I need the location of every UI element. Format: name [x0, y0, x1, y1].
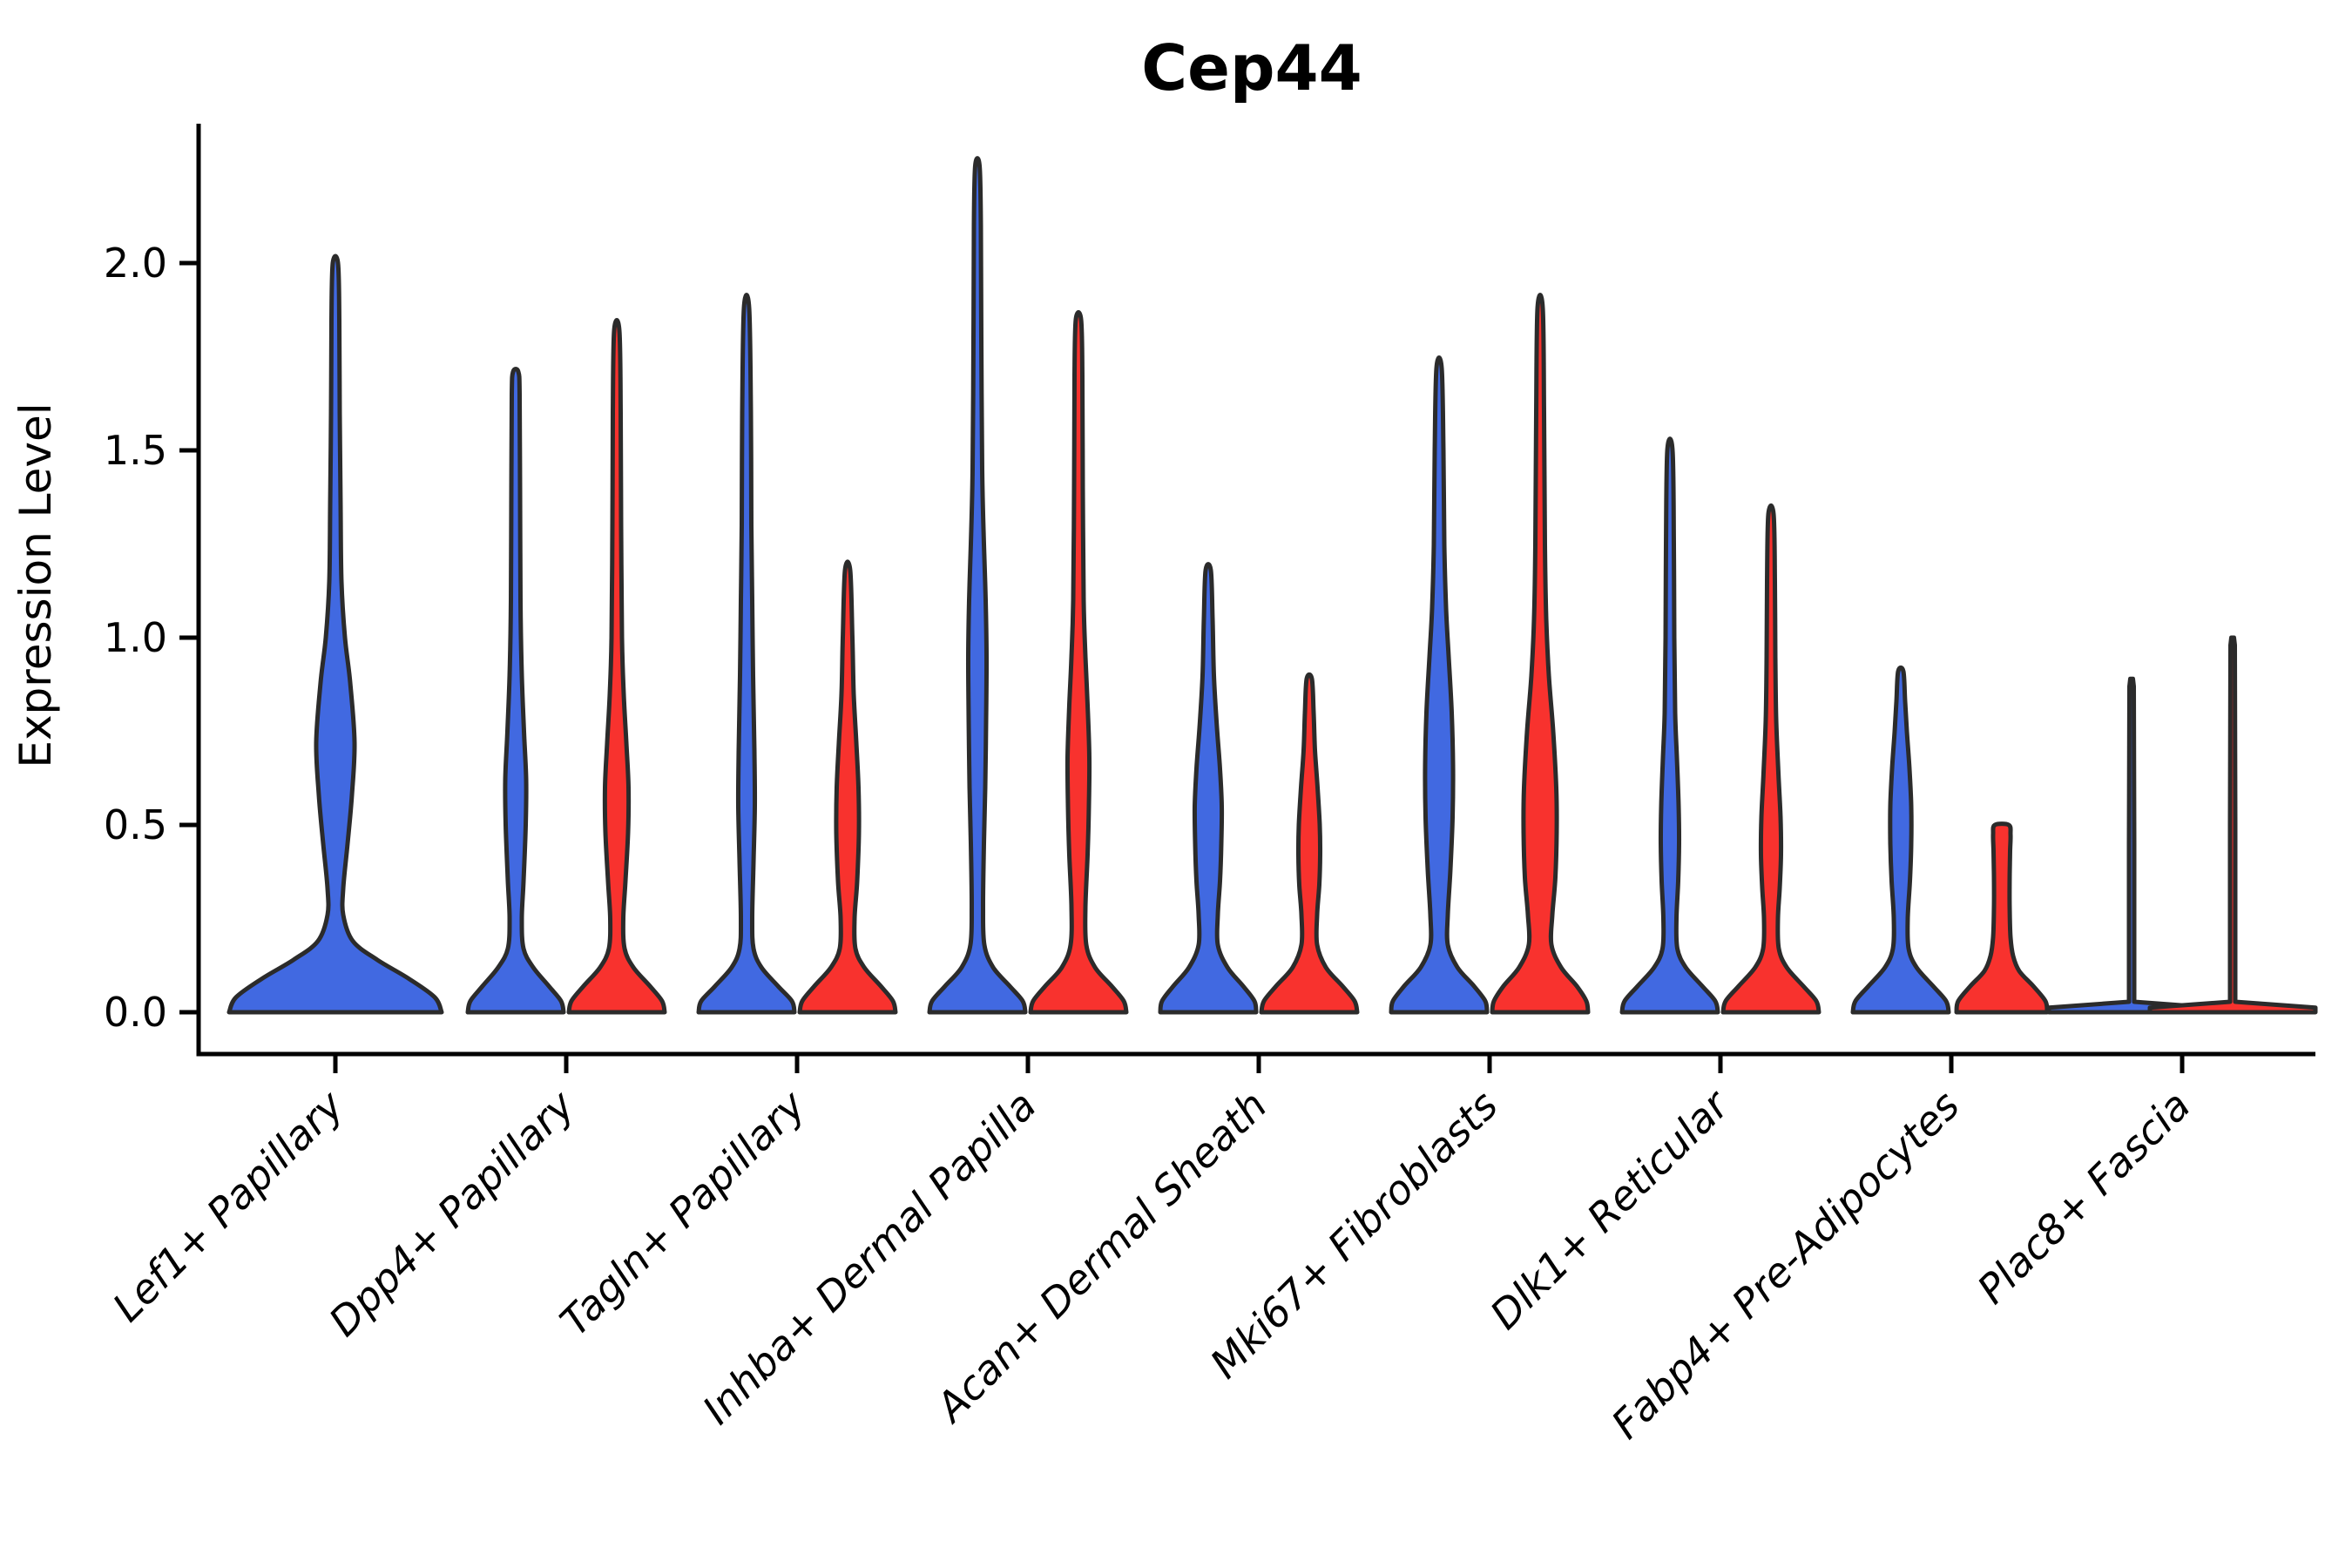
- violin-red-4: [1259, 672, 1360, 1015]
- violin-red-5: [1490, 293, 1591, 1015]
- x-tick-label: Tagln+ Papillary: [551, 1081, 814, 1345]
- y-tick-label: 1.5: [104, 427, 167, 474]
- violin-blue-8: [2046, 676, 2217, 1015]
- violin-blue-2: [696, 293, 797, 1015]
- x-tick-label: Lef1+ Papillary: [104, 1081, 353, 1330]
- violin-blue-7: [1850, 666, 1951, 1015]
- violin-red-6: [1720, 503, 1821, 1015]
- violin-blue-3: [927, 156, 1028, 1015]
- y-axis-label: Expression Level: [10, 402, 61, 767]
- violin-red-1: [566, 318, 667, 1015]
- x-tick-label: Dlk1+ Reticular: [1481, 1079, 1740, 1338]
- violin-blue-0: [226, 253, 444, 1015]
- y-tick-label: 0.0: [104, 989, 167, 1036]
- plot-title: Cep44: [1141, 31, 1362, 105]
- y-tick-label: 0.5: [104, 801, 167, 848]
- violin-red-3: [1028, 309, 1129, 1015]
- x-tick-label: Dpp4+ Papillary: [320, 1081, 584, 1345]
- y-tick-label: 2.0: [104, 240, 167, 287]
- violin-blue-1: [465, 367, 566, 1015]
- violin-red-2: [797, 559, 898, 1015]
- x-tick-label: Plac8+ Fascia: [1968, 1082, 2199, 1313]
- violins-layer: [226, 156, 2318, 1015]
- violin-blue-4: [1158, 562, 1259, 1015]
- violin-blue-6: [1619, 436, 1720, 1015]
- violin-red-7: [1954, 821, 2050, 1015]
- y-tick-label: 1.0: [104, 614, 167, 661]
- violin-blue-5: [1389, 355, 1490, 1015]
- violin-red-8: [2147, 635, 2318, 1015]
